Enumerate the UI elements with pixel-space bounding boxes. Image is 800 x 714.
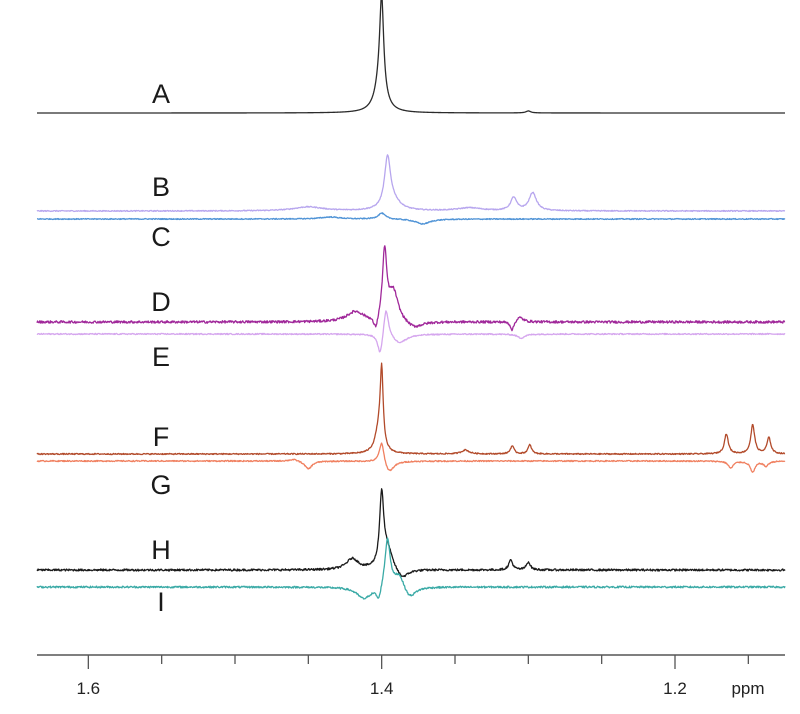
trace-label-a: A xyxy=(152,79,170,109)
trace-g xyxy=(36,442,786,473)
trace-label-d: D xyxy=(151,287,171,317)
trace-a xyxy=(36,0,786,114)
trace-label-e: E xyxy=(152,342,170,372)
trace-labels: A BC DE FG HI xyxy=(150,79,171,617)
spectrum-traces xyxy=(36,0,786,600)
x-axis-title: ppm xyxy=(731,679,764,698)
trace-e xyxy=(36,310,786,353)
x-tick-label: 1.2 xyxy=(663,679,687,698)
x-axis-ticks: 1.6 1.4 1.2 xyxy=(77,655,749,698)
trace-label-b: B xyxy=(152,172,170,202)
trace-label-g: G xyxy=(150,470,171,500)
trace-f xyxy=(36,362,786,456)
trace-label-c: C xyxy=(151,222,171,252)
trace-i xyxy=(36,537,786,600)
trace-c xyxy=(36,212,786,225)
trace-label-h: H xyxy=(151,535,171,565)
x-tick-label: 1.6 xyxy=(77,679,101,698)
trace-h xyxy=(36,488,786,578)
x-tick-label: 1.4 xyxy=(370,679,394,698)
trace-b xyxy=(36,154,786,213)
trace-d xyxy=(36,245,786,332)
trace-label-i: I xyxy=(157,587,165,617)
x-axis: 1.6 1.4 1.2 ppm xyxy=(37,654,785,698)
trace-label-f: F xyxy=(153,422,170,452)
